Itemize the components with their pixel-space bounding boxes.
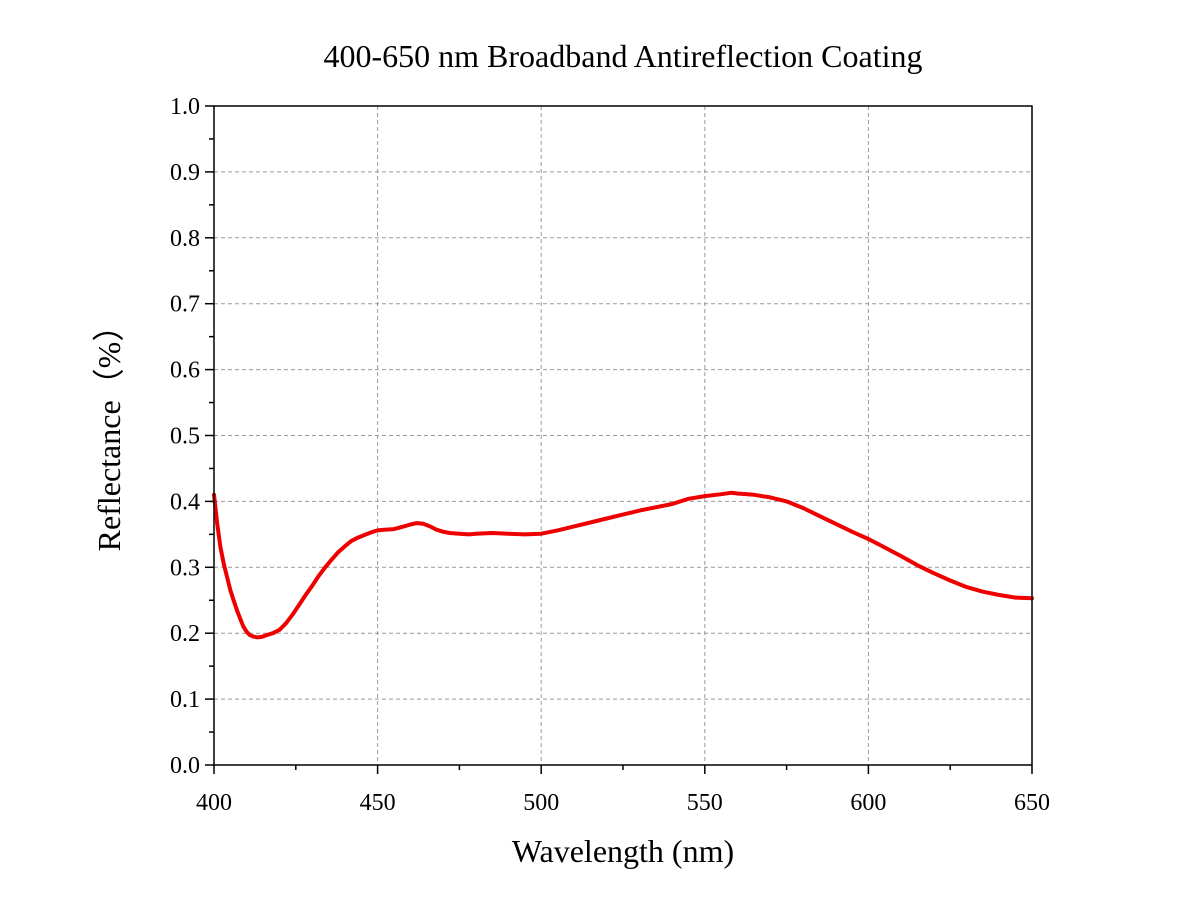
- x-tick-label: 550: [687, 790, 723, 816]
- y-tick-label: 0.1: [170, 687, 200, 713]
- x-axis-title: Wavelength (nm): [512, 833, 734, 869]
- y-tick-label: 0.5: [170, 424, 200, 450]
- reflectance-series-line: [212, 490, 1034, 640]
- y-tick-label: 0.7: [170, 292, 200, 318]
- y-axis-title: Reflectance（%）: [91, 310, 127, 552]
- x-tick-label: 600: [850, 790, 886, 816]
- chart-title: 400-650 nm Broadband Antireflection Coat…: [324, 38, 923, 74]
- y-tick-label: 0.3: [170, 555, 200, 581]
- x-tick-label: 400: [196, 790, 232, 816]
- grid-lines: [214, 106, 1032, 765]
- tick-marks: [205, 105, 1033, 774]
- y-tick-label: 0.2: [170, 621, 200, 647]
- series-layer: [212, 490, 1034, 640]
- y-tick-label: 1.0: [170, 94, 200, 120]
- x-tick-label: 650: [1014, 790, 1050, 816]
- y-tick-label: 0.6: [170, 358, 200, 384]
- x-tick-label: 500: [523, 790, 559, 816]
- y-tick-label: 0.8: [170, 226, 200, 252]
- y-tick-label: 0.9: [170, 160, 200, 186]
- tick-labels: 400 450 500 550 600 650 0.0 0.1 0.2 0.3 0.4 0.5 0.6 0…: [170, 94, 1050, 816]
- y-tick-label: 0.0: [170, 753, 200, 779]
- x-tick-label: 450: [360, 790, 396, 816]
- y-tick-label: 0.4: [170, 489, 200, 515]
